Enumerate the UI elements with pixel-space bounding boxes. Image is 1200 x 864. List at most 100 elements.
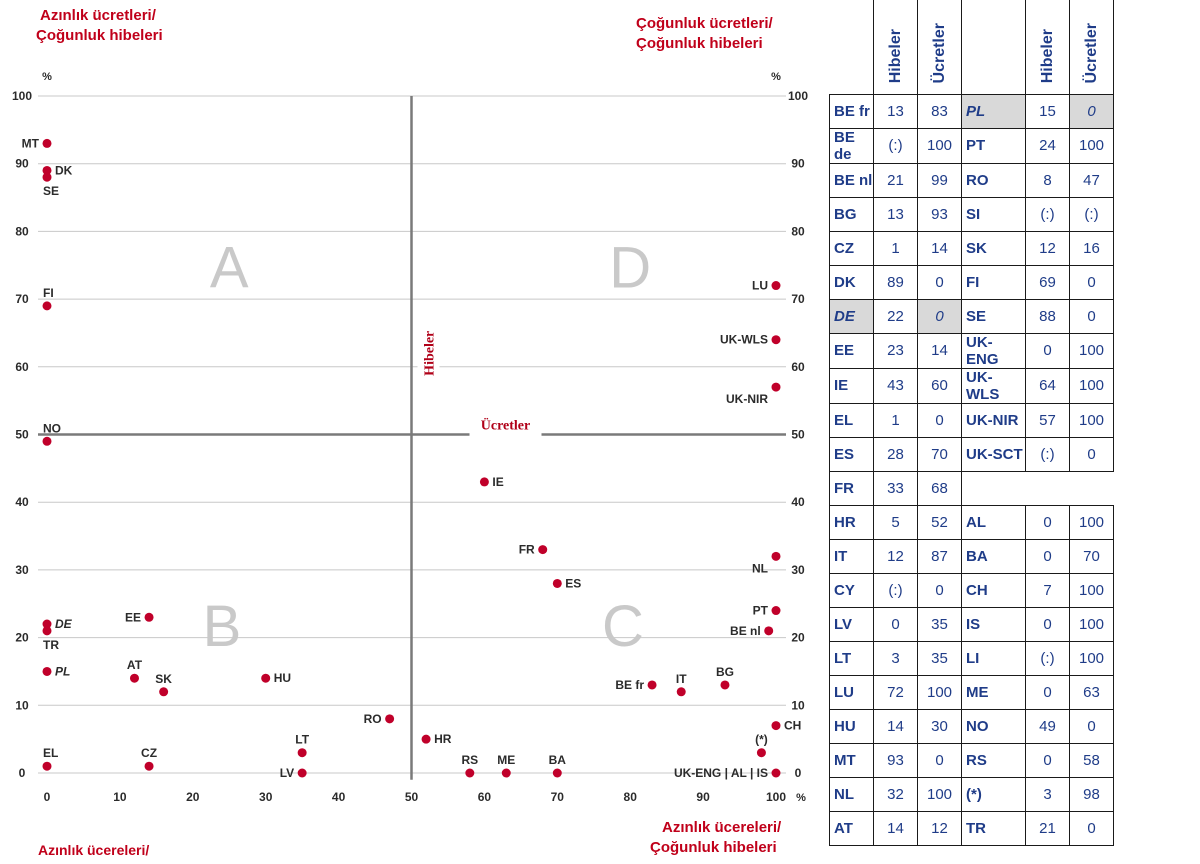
country-cell: IT bbox=[829, 538, 874, 574]
table-row: CZ 1 14 SK 12 16 bbox=[829, 230, 1114, 266]
value-cell: 1 bbox=[873, 230, 918, 266]
value-cell: 1 bbox=[873, 402, 918, 438]
quadrant-label: A bbox=[210, 235, 249, 300]
point-label: TR bbox=[43, 638, 59, 652]
table-row: LU 72 100 ME 0 63 bbox=[829, 674, 1114, 710]
x-tick-label: 80 bbox=[624, 790, 638, 804]
corner-line: Çoğunluk hibeleri bbox=[650, 839, 777, 856]
country-cell: AL bbox=[961, 504, 1026, 540]
value-cell: 13 bbox=[873, 196, 918, 232]
x-tick-label: 90 bbox=[696, 790, 710, 804]
table-row: BE de (:) 100 PT 24 100 bbox=[829, 127, 1114, 164]
table-row: EL 1 0 UK-NIR 57 100 bbox=[829, 402, 1114, 438]
value-cell: 100 bbox=[917, 127, 962, 164]
value-cell: (:) bbox=[1025, 640, 1070, 676]
value-cell: 0 bbox=[1069, 93, 1114, 129]
country-cell: SI bbox=[961, 196, 1026, 232]
scatter-chart: 0 0 10 10 20 20 30 30 40 40 50 50 60 60 70 70 80 80 90 90 10… bbox=[12, 71, 808, 804]
y-tick-label-left: 0 bbox=[19, 766, 26, 780]
data-point bbox=[42, 761, 52, 771]
point-label: LV bbox=[280, 766, 294, 780]
value-cell: 0 bbox=[1025, 674, 1070, 710]
value-cell: 35 bbox=[917, 640, 962, 676]
data-point bbox=[261, 673, 271, 683]
data-point bbox=[42, 436, 52, 446]
point-label: RS bbox=[461, 753, 478, 767]
corner-label-bottom-right: Azınlık ücereleri/ Çoğunluk hibeleri bbox=[650, 818, 850, 858]
value-cell: 100 bbox=[1069, 572, 1114, 608]
country-cell: MT bbox=[829, 742, 874, 778]
point-label: DE bbox=[55, 617, 73, 631]
table-row: IE 43 60 UK-WLS 64 100 bbox=[829, 367, 1114, 404]
data-point bbox=[676, 687, 686, 697]
column-header-label: Hibeler bbox=[886, 29, 904, 84]
column-header-label: Hibeler bbox=[1038, 29, 1056, 84]
y-tick-label-right: 50 bbox=[791, 428, 805, 442]
divider-label-bg bbox=[469, 419, 542, 450]
point-label: UK-NIR bbox=[726, 392, 768, 406]
country-cell: LT bbox=[829, 640, 874, 676]
y-tick-label-right: 100 bbox=[788, 89, 808, 103]
x-tick-label: 20 bbox=[186, 790, 200, 804]
value-cell: 0 bbox=[873, 606, 918, 642]
x-tick-label: 100 bbox=[766, 790, 786, 804]
value-cell: 58 bbox=[1069, 742, 1114, 778]
corner-label-top-right: Çoğunluk ücretleri/ Çoğunluk hibeleri bbox=[636, 14, 836, 54]
y-tick-label-left: 50 bbox=[15, 428, 29, 442]
country-cell: LI bbox=[961, 640, 1026, 676]
y-tick-label-left: 20 bbox=[15, 631, 29, 645]
point-label: EE bbox=[125, 610, 141, 624]
country-cell: CZ bbox=[829, 230, 874, 266]
point-label: PT bbox=[753, 604, 769, 618]
point-label: BE fr bbox=[615, 678, 644, 692]
country-cell: UK-ENG bbox=[961, 332, 1026, 369]
value-cell: 0 bbox=[1025, 606, 1070, 642]
data-point bbox=[552, 768, 562, 778]
value-cell: 49 bbox=[1025, 708, 1070, 744]
y-tick-label-right: 10 bbox=[791, 698, 805, 712]
divider-label-bg bbox=[417, 309, 440, 398]
corner-line: Azınlık ücretleri/ bbox=[40, 7, 156, 24]
value-cell: 14 bbox=[873, 708, 918, 744]
value-cell: 23 bbox=[873, 332, 918, 369]
table-column-header: Hibeler bbox=[1025, 0, 1070, 95]
value-cell: 100 bbox=[1069, 127, 1114, 164]
point-label: BE nl bbox=[730, 624, 761, 638]
data-point bbox=[297, 768, 307, 778]
country-cell: IE bbox=[829, 367, 874, 404]
x-tick-label: 0 bbox=[44, 790, 51, 804]
data-point bbox=[771, 721, 781, 731]
data-point bbox=[42, 666, 52, 676]
value-cell: 0 bbox=[917, 742, 962, 778]
table-row: BE fr 13 83 PL 15 0 bbox=[829, 93, 1114, 129]
corner-line: Çoğunluk hibeleri bbox=[636, 35, 763, 52]
value-cell: 47 bbox=[1069, 162, 1114, 198]
value-cell: 0 bbox=[1025, 742, 1070, 778]
data-point bbox=[501, 768, 511, 778]
quadrant-label: C bbox=[602, 594, 644, 659]
country-cell: PT bbox=[961, 127, 1026, 164]
y-tick-label-left: 10 bbox=[15, 698, 29, 712]
table-row: IT 12 87 BA 0 70 bbox=[829, 538, 1114, 574]
country-cell: BA bbox=[961, 538, 1026, 574]
table-row: MT 93 0 RS 0 58 bbox=[829, 742, 1114, 778]
data-point bbox=[771, 768, 781, 778]
value-cell: 14 bbox=[917, 332, 962, 369]
country-cell: BG bbox=[829, 196, 874, 232]
country-cell: DK bbox=[829, 264, 874, 300]
country-cell: PL bbox=[961, 93, 1026, 129]
table-row: LV 0 35 IS 0 100 bbox=[829, 606, 1114, 642]
point-label: FR bbox=[519, 543, 535, 557]
value-cell: 35 bbox=[917, 606, 962, 642]
value-cell: 83 bbox=[917, 93, 962, 129]
data-point bbox=[42, 138, 52, 148]
value-cell: 0 bbox=[1069, 708, 1114, 744]
country-cell: CY bbox=[829, 572, 874, 608]
y-tick-label-left: 70 bbox=[15, 292, 29, 306]
x-tick-label: 30 bbox=[259, 790, 273, 804]
value-cell: (:) bbox=[1069, 196, 1114, 232]
value-cell: 99 bbox=[917, 162, 962, 198]
value-cell: 32 bbox=[873, 776, 918, 812]
country-cell: (*) bbox=[961, 776, 1026, 812]
data-point bbox=[771, 335, 781, 345]
